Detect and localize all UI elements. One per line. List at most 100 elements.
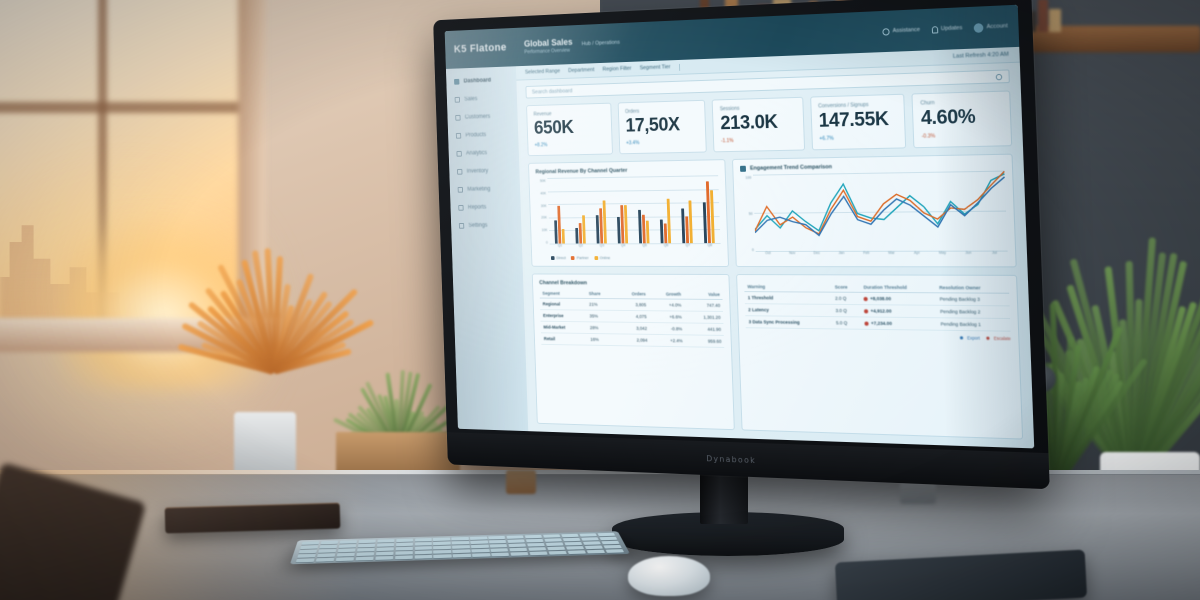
key[interactable] [470,540,488,544]
key[interactable] [414,555,432,559]
key[interactable] [375,556,393,560]
key[interactable] [336,553,355,557]
key[interactable] [396,543,413,547]
kpi-card[interactable]: Sessions 213.0K -1.1% [712,97,805,153]
monitor-screen[interactable]: K5 Flatone Dashboard Sales Customers Produc… [445,5,1035,449]
key[interactable] [395,551,413,555]
key[interactable] [489,540,507,544]
key[interactable] [601,541,620,545]
key[interactable] [586,550,605,554]
key[interactable] [300,545,319,549]
key[interactable] [316,558,335,562]
toolbar-filter-department[interactable]: Department [568,67,594,74]
table-row[interactable]: Retail 16% 2,094 +2.4% 959.60 [541,333,724,348]
key[interactable] [566,546,585,550]
sidebar-item-products[interactable]: Products [448,129,518,140]
key[interactable] [563,538,581,542]
search-icon[interactable] [996,73,1003,80]
key[interactable] [472,549,490,553]
key[interactable] [544,538,562,542]
key[interactable] [318,549,337,553]
breadcrumb[interactable]: Hub / Operations [582,40,620,47]
key[interactable] [414,542,431,546]
key[interactable] [564,542,582,546]
key[interactable] [547,546,565,550]
topbar-action-account[interactable]: Account [974,22,1008,33]
key[interactable] [377,543,395,547]
key[interactable] [338,544,356,548]
key[interactable] [453,554,471,558]
footer-link-escalate[interactable]: Escalate [986,336,1011,342]
kpi-card[interactable]: Orders 17,50X +3.4% [617,100,707,155]
key[interactable] [434,554,452,558]
key[interactable] [603,545,622,549]
key[interactable] [453,549,471,553]
key[interactable] [599,537,617,541]
topbar-action-updates[interactable]: Updates [931,25,962,34]
kpi-card[interactable]: Conversions / Signups 147.55K +6.7% [810,94,907,151]
key[interactable] [605,549,624,553]
key[interactable] [546,542,564,546]
key[interactable] [567,550,586,554]
closed-laptop[interactable] [165,503,341,534]
key[interactable] [395,547,413,551]
mouse[interactable] [628,556,710,596]
key[interactable] [509,548,527,552]
key[interactable] [510,552,528,556]
table-row[interactable]: 3 Data Sync Processing 5.0 Q +7,234.00 Pend… [746,316,1011,331]
key[interactable] [355,556,373,560]
legend-item[interactable]: Online [594,255,610,260]
key[interactable] [508,543,526,547]
key[interactable] [491,552,509,556]
key[interactable] [433,542,450,546]
sidebar-item-inventory[interactable]: Inventory [449,166,519,177]
key[interactable] [296,558,315,562]
key[interactable] [337,548,355,552]
key[interactable] [527,543,545,547]
key[interactable] [433,550,451,554]
toolbar-filter-selected[interactable]: Selected Range [525,68,560,75]
sidebar-item-sales[interactable]: Sales [447,93,517,105]
toolbar-filter-region[interactable]: Region Filter [602,66,631,73]
legend-item[interactable]: Partner [571,255,589,260]
key[interactable] [452,541,469,545]
key[interactable] [319,545,337,549]
app-logo[interactable]: K5 Flatone [445,28,516,69]
sidebar-item-reports[interactable]: Reports [450,202,520,212]
key[interactable] [357,548,375,552]
sidebar-item-customers[interactable]: Customers [447,111,517,123]
key[interactable] [297,554,316,558]
key[interactable] [472,553,490,557]
kpi-card[interactable]: Revenue 650K +8.2% [526,103,613,157]
key[interactable] [528,547,546,551]
key[interactable] [317,553,336,557]
key[interactable] [583,541,601,545]
key[interactable] [376,547,394,551]
key[interactable] [395,555,413,559]
topbar-action-assistance[interactable]: Assistance [882,26,920,35]
key[interactable] [376,552,394,556]
key[interactable] [299,550,318,554]
key[interactable] [357,544,375,548]
key[interactable] [433,546,451,550]
key[interactable] [548,551,567,555]
key[interactable] [526,539,544,543]
key[interactable] [507,539,525,543]
legend-item[interactable]: Direct [551,255,566,260]
key[interactable] [336,557,355,561]
key[interactable] [471,545,489,549]
key[interactable] [414,550,432,554]
kpi-card[interactable]: Churn 4.60% -0.3% [912,90,1012,148]
key[interactable] [584,545,603,549]
key[interactable] [452,545,470,549]
sidebar-item-marketing[interactable]: Marketing [450,184,520,195]
footer-link-export[interactable]: Export [960,335,980,341]
key[interactable] [414,546,431,550]
toolbar-filter-segment[interactable]: Segment Tier [640,64,671,71]
key[interactable] [581,537,599,541]
sidebar-item-analytics[interactable]: Analytics [449,148,519,159]
key[interactable] [491,548,509,552]
sidebar-item-dashboard[interactable]: Dashboard [446,75,516,87]
key[interactable] [490,544,508,548]
key[interactable] [529,551,548,555]
